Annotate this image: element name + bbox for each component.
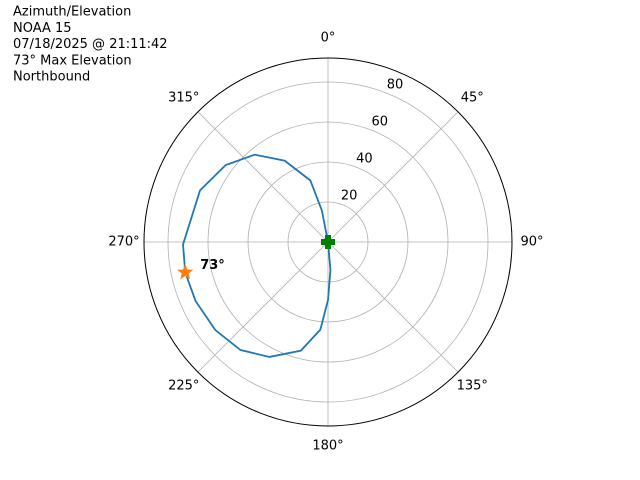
theta-tick-label: 180°: [312, 439, 343, 454]
title-line: Azimuth/Elevation: [13, 5, 131, 20]
title-line: 07/18/2025 @ 21:11:42: [13, 37, 168, 52]
theta-tick-label: 0°: [321, 31, 336, 46]
polar-frame: [143, 57, 513, 427]
track-line: [182, 153, 332, 358]
grid-spoke: [327, 241, 459, 373]
title-line: NOAA 15: [13, 21, 72, 36]
grid-spoke: [197, 111, 329, 243]
r-tick-label: 40: [356, 151, 373, 166]
grid-ring: [247, 161, 409, 323]
theta-tick-label: 270°: [108, 235, 139, 250]
title-line: Northbound: [13, 70, 90, 85]
theta-tick-label: 45°: [461, 90, 484, 105]
grid-spoke: [197, 241, 329, 373]
max-marker: [177, 263, 194, 280]
r-tick-label: 60: [371, 114, 388, 129]
max-label: 73°: [200, 258, 225, 273]
theta-tick-label: 90°: [520, 235, 543, 250]
start-marker: [321, 235, 335, 249]
r-tick-label: 20: [341, 188, 358, 203]
theta-tick-label: 225°: [168, 379, 199, 394]
grid-ring: [167, 81, 489, 403]
grid-ring: [287, 201, 369, 283]
theta-tick-label: 135°: [457, 379, 488, 394]
grid-spoke: [327, 111, 459, 243]
grid-ring: [207, 121, 449, 363]
title-line: 73° Max Elevation: [13, 53, 132, 68]
r-tick-label: 80: [387, 77, 404, 92]
theta-tick-label: 315°: [168, 90, 199, 105]
